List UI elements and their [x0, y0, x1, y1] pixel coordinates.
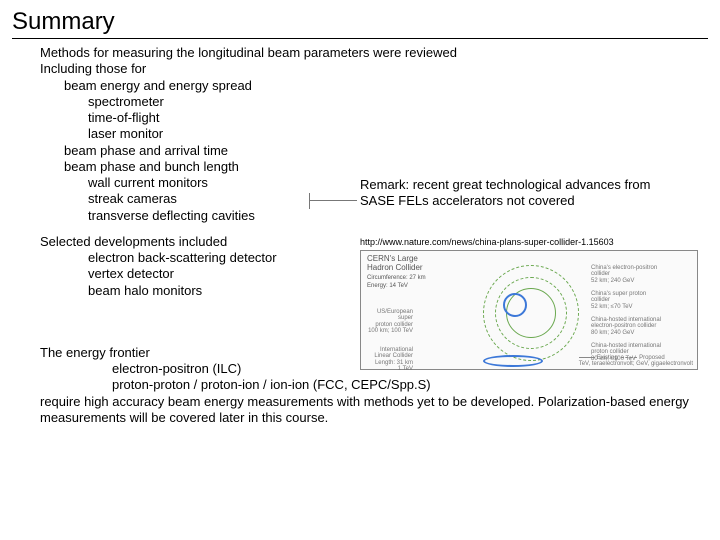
figure-title: CERN's LargeHadron ColliderCircumference…	[367, 255, 426, 290]
text-line: beam phase and bunch length	[64, 159, 708, 175]
figure-label: InternationalLinear ColliderLength: 31 k…	[365, 347, 413, 372]
text-line: transverse deflecting cavities	[88, 208, 708, 224]
figure-legend: Existing Proposed TeV, teraelectronvolt;…	[579, 355, 693, 367]
text-line: beam energy and energy spread	[64, 78, 708, 94]
text-line: time-of-flight	[88, 110, 708, 126]
figure-label: China's super protoncollider52 km; ≤70 T…	[591, 291, 695, 310]
ilc-shape	[483, 355, 543, 367]
figure-label: China's electron-positroncollider52 km; …	[591, 265, 695, 284]
text-line: laser monitor	[88, 126, 708, 142]
text-paragraph: require high accuracy beam energy measur…	[40, 394, 700, 427]
text-line: Including those for	[40, 61, 708, 77]
connector-line	[309, 200, 357, 201]
source-url: http://www.nature.com/news/china-plans-s…	[360, 237, 614, 247]
connector-tick	[309, 193, 310, 209]
text-line: Methods for measuring the longitudinal b…	[40, 45, 708, 61]
page-title: Summary	[12, 8, 708, 39]
collider-figure: CERN's LargeHadron ColliderCircumference…	[360, 250, 698, 370]
collider-circle	[503, 293, 527, 317]
text-line: proton-proton / proton-ion / ion-ion (FC…	[112, 377, 708, 393]
figure-label: US/European superproton collider100 km; …	[365, 309, 413, 334]
legend-units: TeV, teraelectronvolt; GeV, gigaelectron…	[579, 361, 693, 367]
text-line: beam phase and arrival time	[64, 143, 708, 159]
text-line: spectrometer	[88, 94, 708, 110]
remark-text: Remark: recent great technological advan…	[360, 177, 680, 210]
figure-label: China-hosted internationalelectron-posit…	[591, 317, 695, 336]
